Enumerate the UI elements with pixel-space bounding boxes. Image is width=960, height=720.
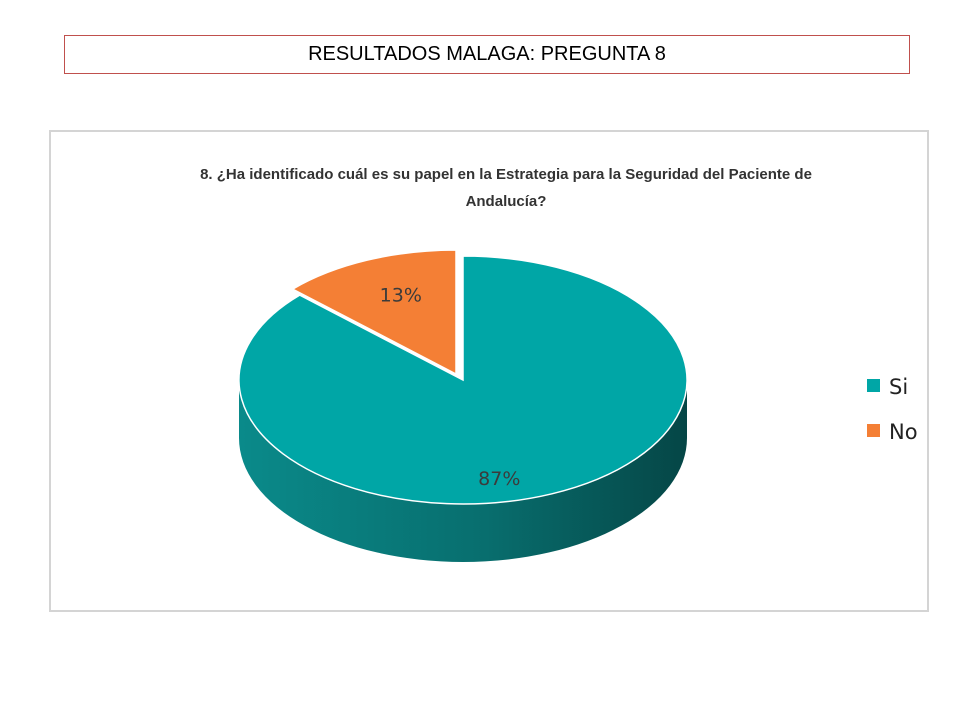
slice-side-si (239, 380, 687, 562)
legend-swatch-si (867, 379, 880, 392)
slice-no (291, 249, 457, 376)
chart-frame: 8. ¿Ha identificado cuál es su papel en … (49, 130, 929, 612)
legend-label-si: Si (889, 375, 908, 399)
pie-slices: 87% 13% (238, 249, 688, 562)
slide-title: RESULTADOS MALAGA: PREGUNTA 8 (64, 35, 910, 74)
legend-label-no: No (889, 420, 918, 444)
legend-swatch-no (867, 424, 880, 437)
slice-si (238, 255, 688, 505)
data-label-no: 13% (380, 284, 422, 306)
data-label-si: 87% (478, 468, 520, 490)
chart-title-line-1: 8. ¿Ha identificado cuál es su papel en … (200, 166, 812, 183)
chart-title-line-2: Andalucía? (466, 193, 547, 210)
legend: Si No (867, 375, 918, 444)
pie-chart: 8. ¿Ha identificado cuál es su papel en … (200, 166, 918, 562)
